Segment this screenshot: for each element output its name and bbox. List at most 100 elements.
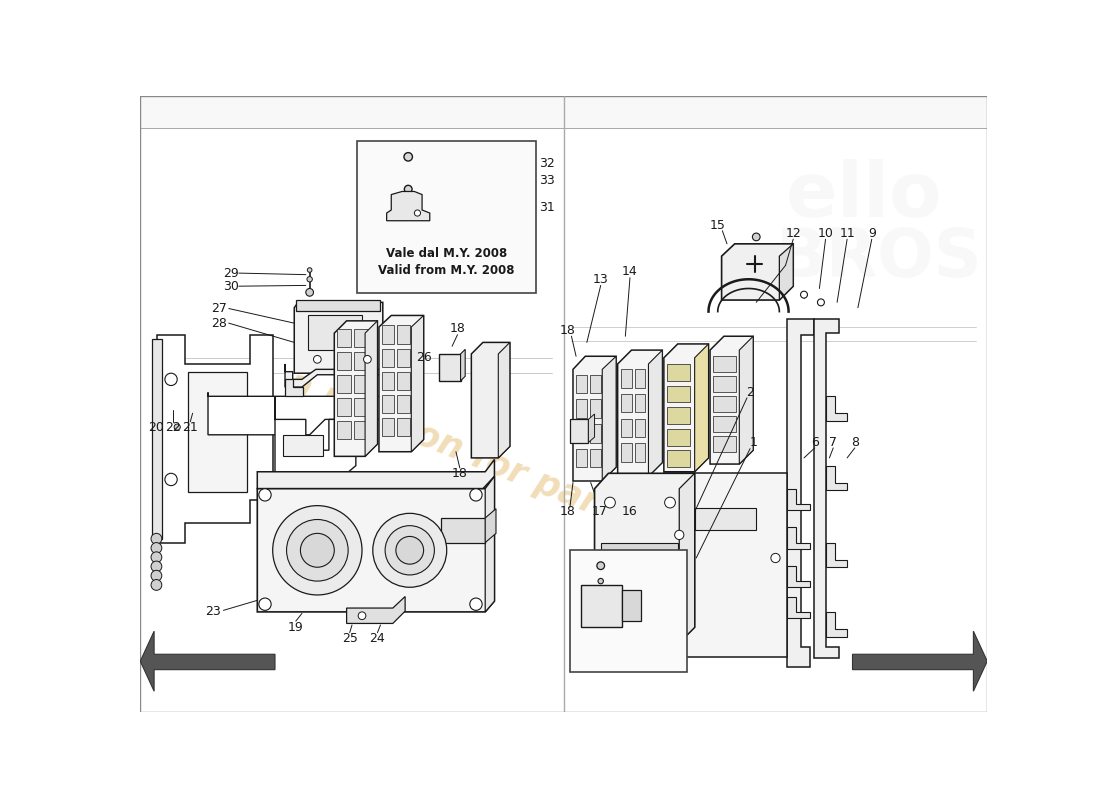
Polygon shape [285, 379, 304, 396]
Bar [296, 300, 381, 311]
Polygon shape [354, 374, 368, 394]
Polygon shape [576, 424, 587, 442]
Text: 27: 27 [211, 302, 227, 315]
Polygon shape [485, 476, 495, 612]
Polygon shape [779, 244, 793, 300]
Text: Valid from M.Y. 2008: Valid from M.Y. 2008 [378, 263, 515, 277]
Text: Vale dal M.Y. 2008: Vale dal M.Y. 2008 [386, 246, 507, 259]
Text: 8: 8 [850, 436, 859, 449]
Text: 13: 13 [593, 273, 608, 286]
Circle shape [286, 519, 349, 581]
Text: 18: 18 [560, 506, 575, 518]
Circle shape [752, 233, 760, 241]
Polygon shape [257, 459, 495, 489]
Text: 30: 30 [223, 280, 239, 293]
Polygon shape [354, 329, 368, 347]
Bar [570, 419, 589, 442]
Polygon shape [620, 370, 631, 388]
Bar [659, 632, 681, 642]
Circle shape [385, 526, 435, 575]
Polygon shape [667, 407, 690, 424]
Polygon shape [620, 443, 631, 462]
Polygon shape [713, 356, 736, 372]
Polygon shape [141, 631, 275, 691]
Bar [439, 354, 461, 381]
Polygon shape [722, 244, 793, 300]
Circle shape [273, 506, 362, 595]
Polygon shape [680, 474, 695, 642]
Bar [601, 542, 678, 557]
Circle shape [363, 355, 372, 363]
Circle shape [306, 289, 313, 296]
Text: 5: 5 [660, 578, 668, 591]
Polygon shape [788, 597, 810, 618]
Polygon shape [576, 374, 587, 394]
Text: 12: 12 [785, 226, 801, 239]
Polygon shape [588, 414, 594, 442]
Polygon shape [354, 421, 368, 439]
Polygon shape [825, 466, 847, 490]
Polygon shape [354, 352, 368, 370]
Text: a passion for parts...: a passion for parts... [283, 366, 675, 550]
Circle shape [151, 561, 162, 572]
Circle shape [151, 552, 162, 562]
Circle shape [415, 210, 420, 216]
Circle shape [151, 570, 162, 581]
Text: 18: 18 [452, 467, 468, 480]
Polygon shape [825, 542, 847, 567]
Text: 3: 3 [660, 598, 668, 610]
Text: 19: 19 [288, 621, 304, 634]
Bar [141, 96, 988, 128]
Circle shape [151, 579, 162, 590]
Circle shape [598, 578, 604, 584]
Text: 18: 18 [450, 322, 465, 335]
Polygon shape [334, 321, 377, 456]
Text: 32: 32 [539, 158, 554, 170]
Polygon shape [397, 418, 409, 436]
Text: 9: 9 [868, 226, 876, 239]
Text: 23: 23 [206, 606, 221, 618]
Polygon shape [382, 372, 395, 390]
Polygon shape [788, 527, 810, 549]
Polygon shape [397, 349, 409, 367]
Text: 29: 29 [223, 266, 239, 280]
Polygon shape [382, 326, 395, 344]
Polygon shape [635, 394, 646, 413]
Text: 21: 21 [183, 421, 198, 434]
Text: 11: 11 [839, 226, 855, 239]
Text: 1: 1 [749, 436, 757, 449]
Polygon shape [208, 393, 418, 435]
Polygon shape [814, 319, 839, 658]
Circle shape [664, 497, 675, 508]
Polygon shape [590, 374, 601, 394]
Polygon shape [576, 449, 587, 467]
Polygon shape [346, 597, 405, 623]
Text: 10: 10 [817, 226, 834, 239]
Polygon shape [461, 350, 465, 381]
Polygon shape [590, 424, 601, 442]
Polygon shape [713, 416, 736, 432]
Polygon shape [152, 338, 162, 538]
Polygon shape [275, 396, 356, 489]
Text: 7: 7 [829, 436, 837, 449]
Circle shape [307, 268, 312, 272]
Polygon shape [573, 356, 616, 481]
Polygon shape [378, 315, 424, 452]
Polygon shape [397, 394, 409, 414]
Polygon shape [788, 319, 814, 667]
Polygon shape [257, 476, 495, 612]
Circle shape [300, 534, 334, 567]
Text: 26: 26 [416, 351, 431, 364]
Circle shape [359, 612, 366, 619]
Text: 28: 28 [211, 317, 227, 330]
Circle shape [817, 299, 824, 306]
Polygon shape [667, 364, 690, 381]
Bar [283, 435, 322, 456]
Circle shape [165, 474, 177, 486]
Polygon shape [713, 436, 736, 452]
Circle shape [151, 542, 162, 554]
Polygon shape [667, 450, 690, 467]
Circle shape [404, 153, 412, 161]
Polygon shape [788, 566, 810, 587]
Circle shape [258, 598, 272, 610]
